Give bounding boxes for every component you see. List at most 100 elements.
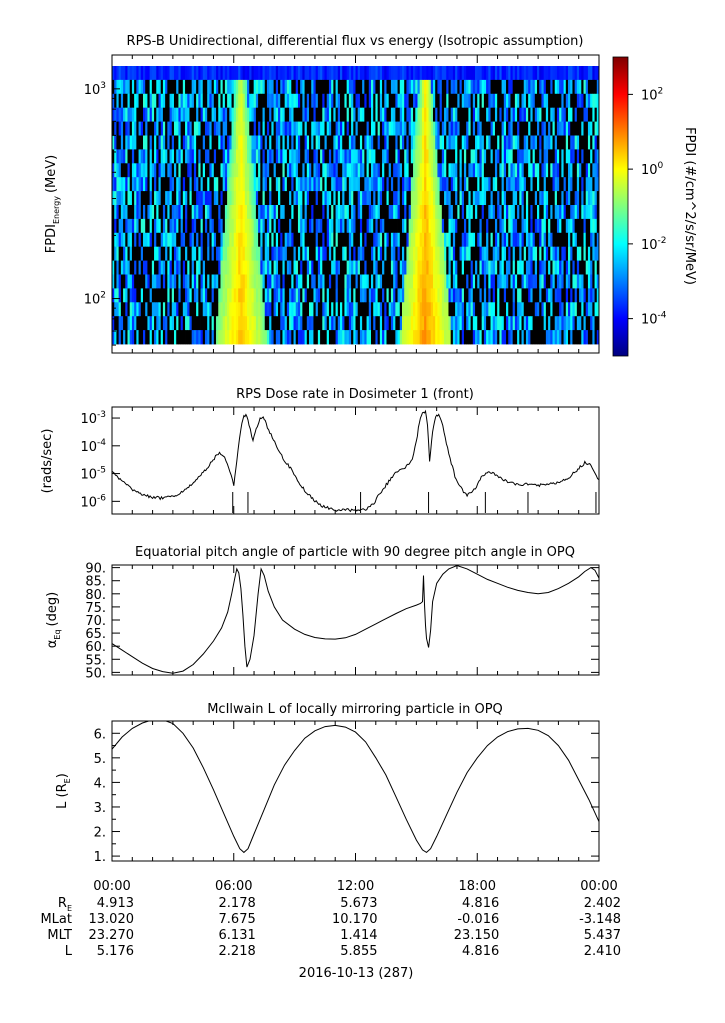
spectrogram-cell	[118, 330, 122, 345]
spectrogram-cell	[120, 79, 124, 95]
spectrogram-cell	[280, 149, 283, 164]
spectrogram-cell	[231, 79, 235, 95]
spectrogram-cell	[596, 177, 600, 192]
spectrogram-cell	[386, 288, 390, 303]
spectrogram-cell	[419, 330, 423, 345]
spectrogram-cell	[284, 149, 288, 164]
spectrogram-cell	[138, 191, 142, 206]
spectrogram-cell	[525, 121, 529, 136]
spectrogram-cell	[131, 93, 135, 109]
spectrogram-cell	[587, 232, 591, 248]
spectrogram-cell	[592, 135, 595, 150]
spectrogram-cell	[421, 66, 425, 81]
spectrogram-cell	[207, 79, 210, 95]
spectrogram-cell	[242, 79, 246, 95]
spectrogram-cell	[218, 135, 221, 150]
spectrogram-cell	[269, 260, 272, 275]
spectrogram-cell	[129, 260, 133, 275]
spectrogram-cell	[488, 163, 491, 178]
spectrogram-cell	[291, 232, 294, 248]
spectrogram-cell	[238, 274, 241, 289]
spectrogram-cell	[260, 246, 263, 261]
spectrogram-cell	[193, 330, 197, 345]
spectrogram-cell	[395, 149, 398, 164]
spectrogram-cell	[572, 135, 576, 150]
spectrogram-cell	[388, 163, 392, 178]
spectrogram-cell	[561, 260, 564, 275]
spectrogram-cell	[218, 288, 221, 303]
spectrogram-cell	[395, 79, 398, 95]
spectrogram-cell	[331, 316, 334, 331]
spectrogram-cell	[162, 288, 166, 303]
pitch-y-tick-label: 50.	[85, 666, 106, 681]
spectrogram-cell	[251, 274, 255, 289]
spectrogram-cell	[503, 288, 507, 303]
spectrogram-cell	[335, 135, 339, 150]
spectrogram-cell	[461, 288, 465, 303]
spectrogram-cell	[541, 246, 545, 261]
spectrogram-cell	[200, 232, 204, 248]
spectrogram-cell	[238, 288, 241, 303]
spectrogram-cell	[559, 163, 562, 178]
spectrogram-cell	[353, 135, 356, 150]
spectrogram-cell	[556, 121, 560, 136]
spectrogram-cell	[280, 246, 283, 261]
spectrogram-cell	[289, 66, 292, 81]
spectrogram-cell	[399, 121, 403, 136]
spectrogram-cell	[335, 205, 339, 220]
spectrogram-cell	[534, 274, 538, 289]
spectrogram-cell	[579, 149, 582, 164]
spectrogram-cell	[273, 163, 277, 178]
spectrogram-cell	[167, 177, 170, 192]
spectrogram-cell	[131, 79, 135, 95]
spectrogram-cell	[481, 66, 485, 81]
spectrogram-cell	[158, 93, 162, 109]
spectrogram-cell	[565, 163, 569, 178]
spectrogram-cell	[541, 274, 545, 289]
spectrogram-cell	[426, 260, 429, 275]
spectrogram-cell	[404, 107, 407, 122]
spectrogram-cell	[452, 246, 456, 261]
spectrogram-cell	[264, 232, 268, 248]
spectrogram-cell	[289, 163, 292, 178]
spectrogram-cell	[393, 274, 396, 289]
spectrogram-cell	[280, 330, 283, 345]
spectrogram-cell	[222, 149, 226, 164]
spectrogram-cell	[364, 191, 367, 206]
spectrogram-cell	[368, 107, 372, 122]
spectrogram-cell	[231, 218, 235, 234]
spectrogram-cell	[324, 66, 328, 81]
spectrogram-cell	[552, 93, 556, 109]
spectrogram-cell	[415, 316, 418, 331]
spectrogram-cell	[158, 121, 162, 136]
spectrogram-cell	[359, 191, 363, 206]
spectrogram-cell	[397, 135, 401, 150]
spectrogram-cell	[477, 246, 480, 261]
spectrogram-cell	[461, 205, 465, 220]
spectrogram-cell	[397, 274, 401, 289]
spectrogram-cell	[386, 205, 390, 220]
spectrogram-cell	[506, 232, 509, 248]
spectrogram-cell	[167, 274, 170, 289]
spectrogram-cell	[123, 246, 126, 261]
spectrogram-cell	[149, 330, 153, 345]
spectrogram-cell	[563, 218, 567, 234]
spectrogram-cell	[472, 191, 476, 206]
spectrogram-cell	[196, 79, 199, 95]
spectrogram-cell	[446, 93, 449, 109]
spectrogram-cell	[477, 79, 480, 95]
spectrogram-cell	[530, 302, 533, 317]
spectrogram-cell	[322, 177, 325, 192]
spectrogram-cell	[222, 79, 226, 95]
spectrogram-cell	[324, 149, 328, 164]
spectrogram-cell	[231, 121, 235, 136]
spectrogram-cell	[437, 177, 441, 192]
spectrogram-cell	[120, 218, 124, 234]
spectrogram-cell	[401, 93, 405, 109]
spectrogram-cell	[366, 260, 370, 275]
spectrogram-cell	[200, 93, 204, 109]
spectrogram-cell	[590, 191, 593, 206]
spectrogram-cell	[260, 260, 263, 275]
spectrogram-cell	[112, 316, 115, 331]
spectrogram-cell	[324, 163, 328, 178]
